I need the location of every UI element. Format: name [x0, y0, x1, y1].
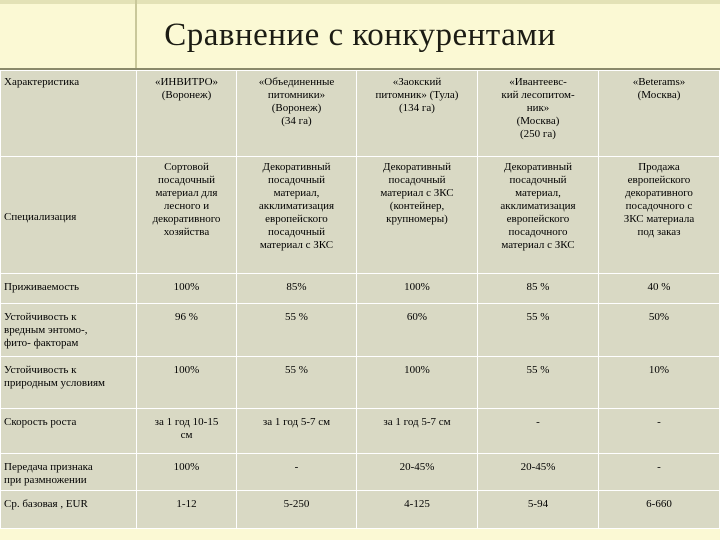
row-label-pest-resistance: Устойчивость к вредным энтомо-, фито- фа… — [0, 303, 137, 357]
table-cell: - — [477, 408, 599, 454]
title-divider — [0, 68, 720, 70]
table-cell: 5-250 — [236, 490, 357, 529]
table-cell: 100% — [356, 273, 478, 304]
header-company-ivanteevka: «Ивантеевс- кий лесопитом- ник» (Москва)… — [477, 70, 599, 157]
table-cell: Декоративный посадочный материал с ЗКС (… — [356, 156, 478, 274]
table-cell: 5-94 — [477, 490, 599, 529]
table-cell: Декоративный посадочный материал, акклим… — [477, 156, 599, 274]
table-cell: 100% — [356, 356, 478, 409]
row-label-climate-resistance: Устойчивость к природным условиям — [0, 356, 137, 409]
top-decor-stripe — [0, 0, 720, 4]
header-company-beterams: «Beterams» (Москва) — [598, 70, 720, 157]
table-cell: 85 % — [477, 273, 599, 304]
table-cell: Сортовой посадочный материал для лесного… — [136, 156, 237, 274]
table-cell: за 1 год 5-7 см — [236, 408, 357, 454]
table-cell: 20-45% — [477, 453, 599, 491]
header-company-united-nurseries: «Объединенные питомники» (Воронеж) (34 г… — [236, 70, 357, 157]
table-cell: 100% — [136, 356, 237, 409]
table-cell: 55 % — [236, 303, 357, 357]
comparison-table: Характеристика «ИНВИТРО» (Воронеж) «Объе… — [0, 70, 720, 529]
table-row: Передача признака при размножении 100% -… — [0, 453, 720, 491]
row-label-growth-rate: Скорость роста — [0, 408, 137, 454]
table-cell: 1-12 — [136, 490, 237, 529]
table-cell: 4-125 — [356, 490, 478, 529]
table-cell: за 1 год 10-15 см — [136, 408, 237, 454]
table-row: Устойчивость к природным условиям 100% 5… — [0, 356, 720, 409]
table-cell: 10% — [598, 356, 720, 409]
table-cell: 85% — [236, 273, 357, 304]
table-cell: за 1 год 5-7 см — [356, 408, 478, 454]
table-row: Приживаемость 100% 85% 100% 85 % 40 % — [0, 273, 720, 304]
table-cell: 55 % — [236, 356, 357, 409]
table-row: Специализация Сортовой посадочный матери… — [0, 156, 720, 274]
header-company-zaoksky: «Заокский питомник» (Тула) (134 га) — [356, 70, 478, 157]
table-cell: 60% — [356, 303, 478, 357]
row-label-trait-transfer: Передача признака при размножении — [0, 453, 137, 491]
table-cell: 40 % — [598, 273, 720, 304]
table-header-row: Характеристика «ИНВИТРО» (Воронеж) «Объе… — [0, 70, 720, 157]
table-cell: 20-45% — [356, 453, 478, 491]
header-company-invitro: «ИНВИТРО» (Воронеж) — [136, 70, 237, 157]
left-decor-stripe — [135, 0, 137, 68]
table-cell: 100% — [136, 273, 237, 304]
table-cell: - — [598, 453, 720, 491]
table-cell: 6-660 — [598, 490, 720, 529]
row-label-survival: Приживаемость — [0, 273, 137, 304]
row-label-specialization: Специализация — [0, 156, 137, 274]
table-cell: 55 % — [477, 356, 599, 409]
table-cell: 50% — [598, 303, 720, 357]
table-cell: 96 % — [136, 303, 237, 357]
table-cell: - — [236, 453, 357, 491]
header-characteristic: Характеристика — [0, 70, 137, 157]
table-row: Ср. базовая , EUR 1-12 5-250 4-125 5-94 … — [0, 490, 720, 529]
table-cell: Декоративный посадочный материал, акклим… — [236, 156, 357, 274]
table-cell: Продажа европейского декоративного посад… — [598, 156, 720, 274]
slide-title: Сравнение с конкурентами — [164, 17, 556, 53]
table-cell: - — [598, 408, 720, 454]
table-row: Скорость роста за 1 год 10-15 см за 1 го… — [0, 408, 720, 454]
table-row: Устойчивость к вредным энтомо-, фито- фа… — [0, 303, 720, 357]
table-cell: 55 % — [477, 303, 599, 357]
row-label-base-price: Ср. базовая , EUR — [0, 490, 137, 529]
table-cell: 100% — [136, 453, 237, 491]
